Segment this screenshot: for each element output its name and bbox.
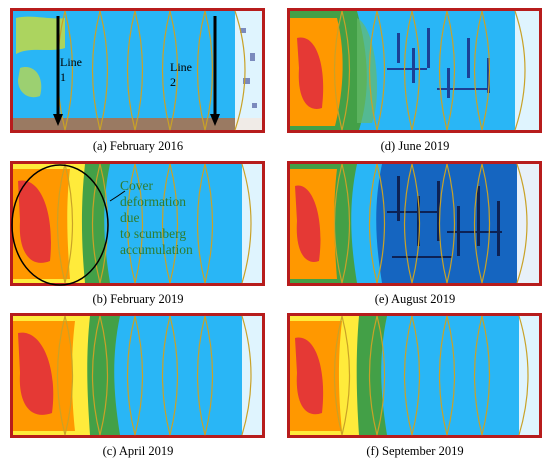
- heatmap-f-svg: [287, 313, 542, 438]
- line-2-label: Line 2: [170, 60, 192, 89]
- caption-a: (a) February 2016: [92, 139, 184, 153]
- caption-d: (d) June 2019: [380, 139, 450, 153]
- annotation-cover-deformation: Cover deformation due to scumberg accumu…: [120, 178, 193, 258]
- heatmap-e-svg: [287, 161, 542, 286]
- heatmap-e: [287, 161, 542, 286]
- heatmap-a: [10, 8, 265, 133]
- annotation-line-3: to scumberg: [120, 226, 187, 241]
- annotation-line-2: deformation due: [120, 194, 186, 225]
- caption-c: (c) April 2019: [102, 444, 174, 458]
- caption-f: (f) September 2019: [366, 444, 464, 458]
- heatmap-c-svg: [10, 313, 265, 438]
- heatmap-b-svg: [10, 161, 265, 286]
- heatmap-b: [10, 161, 265, 286]
- annotation-line-4: accumulation: [120, 242, 193, 257]
- heatmap-f: [287, 313, 542, 438]
- annotation-line-1: Cover: [120, 178, 153, 193]
- heatmap-a-svg: [10, 8, 265, 133]
- heatmap-d: [287, 8, 542, 133]
- caption-e: (e) August 2019: [374, 292, 456, 306]
- caption-b: (b) February 2019: [92, 292, 184, 306]
- heatmap-c: [10, 313, 265, 438]
- heatmap-d-svg: [287, 8, 542, 133]
- line-1-label: Line 1: [60, 55, 82, 84]
